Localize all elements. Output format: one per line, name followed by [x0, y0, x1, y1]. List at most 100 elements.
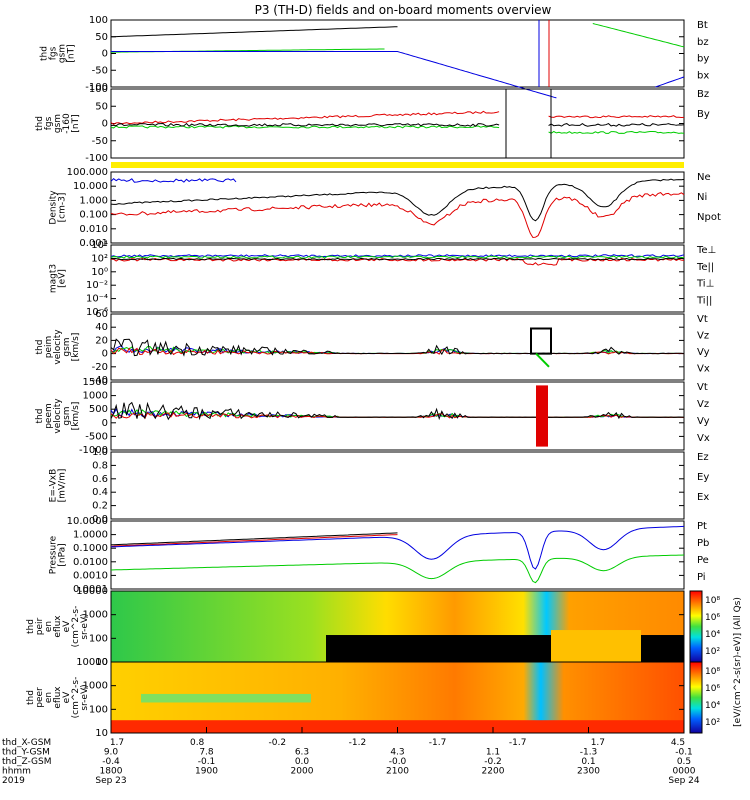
trace-bt [110, 122, 685, 127]
colorbar-tick-label: 10⁶ [705, 684, 720, 694]
y-label-line: sr-eV) [80, 684, 90, 710]
y-tick-label: 0.001 [79, 238, 108, 249]
quality-flag-bar [111, 162, 684, 168]
y-label-line: thd [40, 46, 50, 61]
trace-bt [110, 26, 398, 38]
y-tick-label: 40 [95, 322, 108, 333]
panel-fgs: 100 50 0 -50 -100 thdfgsgsm[nT] Bt bz by bx [40, 15, 709, 99]
colorbar-tick-label: 10⁸ [705, 667, 720, 677]
y-tick-label: 0.4 [92, 487, 108, 498]
y-label-line: [mV/m] [58, 469, 68, 503]
y-axis-label: thdpeimvelocitygsm[km/s] [35, 329, 81, 365]
y-tick-label: -20 [92, 362, 108, 373]
panel-electron-velocity: 1500 1000 500 0 -500 -1000 thdpeemvelocitygsm[… [35, 377, 710, 456]
colorbar-ion [689, 590, 703, 663]
colorbar: 10⁸ 10⁸ 10⁶ 10⁶ 10⁴ 10⁴ 10² 10² [eV/(cm^2-s(sr)-… [689, 590, 743, 734]
panel-ion-velocity: 60 40 20 0 -20 -40 thdpeimvelocitygsm[km/s] Vt V… [35, 309, 710, 386]
y-label-line: peir [35, 617, 45, 635]
y-label-line: thd [35, 409, 45, 424]
panel-pressure: 10.0000 1.0000 0.1000 0.0100 0.0010 0.0001 Pre… [49, 516, 710, 595]
y-tick-label: 500 [89, 404, 108, 415]
y-label-line: E=-VxB [49, 469, 59, 503]
y-axis-label: E=-VxB[mV/m] [49, 469, 68, 503]
y-label-line: fgs [49, 46, 59, 60]
y-tick-label: 60 [95, 309, 108, 320]
y-label-line: thd [35, 340, 45, 355]
legend-vx: Vx [697, 364, 710, 375]
electron-feature [141, 693, 311, 703]
y-label-line: [nT] [67, 44, 77, 62]
panel-frame [110, 520, 685, 590]
y-tick-label: 1500 [83, 377, 108, 388]
y-label-line: (cm^2-s- [71, 606, 81, 648]
y-label-line: [eV] [58, 269, 68, 288]
y-label-line: Density [49, 190, 59, 225]
x-row-value: 4.5 [671, 738, 685, 748]
y-label-line: thd [26, 619, 36, 634]
legend-vz: Vz [697, 331, 709, 342]
y-label-line: peim [44, 336, 54, 359]
y-tick-label: 10000 [76, 586, 108, 597]
y-tick-label: 10⁻² [86, 280, 108, 291]
x-row-value: -1.3 [580, 748, 598, 758]
y-tick-label: -50 [92, 65, 108, 76]
x-row-value: 2200 [482, 767, 505, 777]
x-row-value: 0.8 [190, 738, 205, 748]
y-label-line: magt3 [49, 264, 59, 293]
y-label-line: Pressure [49, 535, 59, 574]
y-tick-label: 1000 [83, 391, 108, 402]
legend-pb: Pb [697, 538, 709, 549]
x-row-value: 6.3 [295, 748, 309, 758]
x-row-name: thd_Z-GSM [2, 757, 51, 767]
trace-pe [110, 554, 685, 584]
y-label-line: eflux [53, 686, 63, 709]
y-label-line: en [44, 692, 54, 703]
y-tick-label: 0.2 [92, 501, 108, 512]
x-row-value: 1.1 [486, 748, 500, 758]
x-row-value: 2300 [577, 767, 600, 777]
panel-ion-spectrogram: 10000 1000 100 10 thdpeirenefluxeV(cm^2-s-sr… [26, 586, 685, 668]
colorbar-tick-label: 10² [705, 718, 720, 728]
y-label-line: [nT] [71, 114, 81, 132]
x-axis-annotation: thd_X-GSM 1.7 0.8 -0.2 -1.2 -1.7 -1.7 1.7 4.5 thd… [2, 727, 700, 786]
legend-ti⊥: Ti⊥ [696, 279, 714, 290]
y-label-line: sr-eV) [80, 613, 90, 639]
x-row-value: Sep 23 [95, 776, 126, 786]
panel-efield: 1.0 0.8 0.6 0.4 0.2 0.0 E=-VxB[mV/m] Ez Ey Ex [49, 447, 710, 525]
x-row-value: 0.0 [295, 757, 310, 767]
trace-ne [110, 192, 685, 239]
legend-vz: Vz [697, 399, 709, 410]
colorbar-tick-label: 10⁸ [705, 596, 720, 606]
y-tick-label: 100.000 [67, 167, 108, 178]
y-axis-label: thdpeerenefluxeV(cm^2-s-sr-eV) [26, 677, 90, 719]
colorbar-tick-label: 10² [705, 647, 720, 657]
x-row-value: 1900 [195, 767, 218, 777]
y-tick-label: 0.100 [79, 210, 108, 221]
y-label-line: eflux [53, 615, 63, 638]
trace-vt-box [530, 327, 552, 355]
y-label-line: eV [62, 691, 72, 704]
legend-ni: Ni [697, 192, 707, 203]
x-row-value: 4.3 [390, 748, 404, 758]
y-tick-label: -500 [85, 431, 108, 442]
legend-by: By [697, 109, 710, 120]
legend-pe: Pe [697, 555, 709, 566]
colorbar-tick-label: 10⁴ [705, 630, 720, 640]
y-label-line: thd [26, 690, 36, 705]
y-tick-label: -40 [92, 375, 108, 386]
y-label-line: peer [35, 687, 45, 708]
x-row-value: 2100 [386, 767, 409, 777]
colorbar-electron [689, 661, 703, 734]
y-tick-label: 100 [89, 704, 108, 715]
x-row-value: 0.5 [677, 757, 691, 767]
colorbar-tick-label: 10⁴ [705, 701, 720, 711]
x-row-value: 1.7 [591, 738, 605, 748]
data-gap [505, 88, 552, 159]
y-tick-label: 10 [95, 657, 108, 668]
panel-temperature: 10⁴ 10² 10⁰ 10⁻² 10⁻⁴ 10⁻⁶ magt3[eV] Te⊥ Te|| Ti⊥… [49, 240, 717, 318]
trace-by [110, 125, 685, 134]
y-tick-label: 10000 [76, 657, 108, 668]
legend-ti||: Ti|| [696, 295, 712, 306]
legend-pt: Pt [697, 521, 707, 532]
